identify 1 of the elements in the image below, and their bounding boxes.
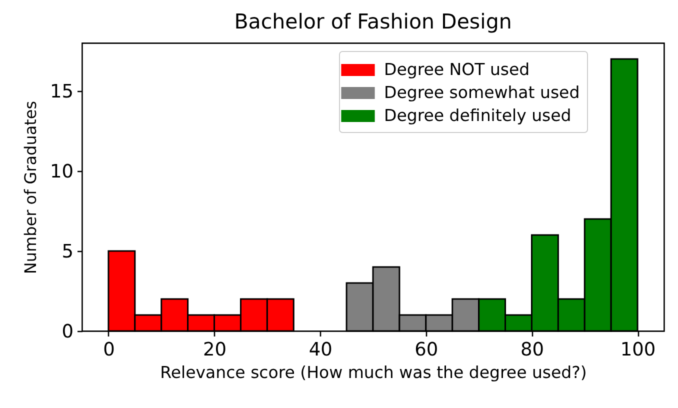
- x-tick-label: 100: [620, 340, 656, 360]
